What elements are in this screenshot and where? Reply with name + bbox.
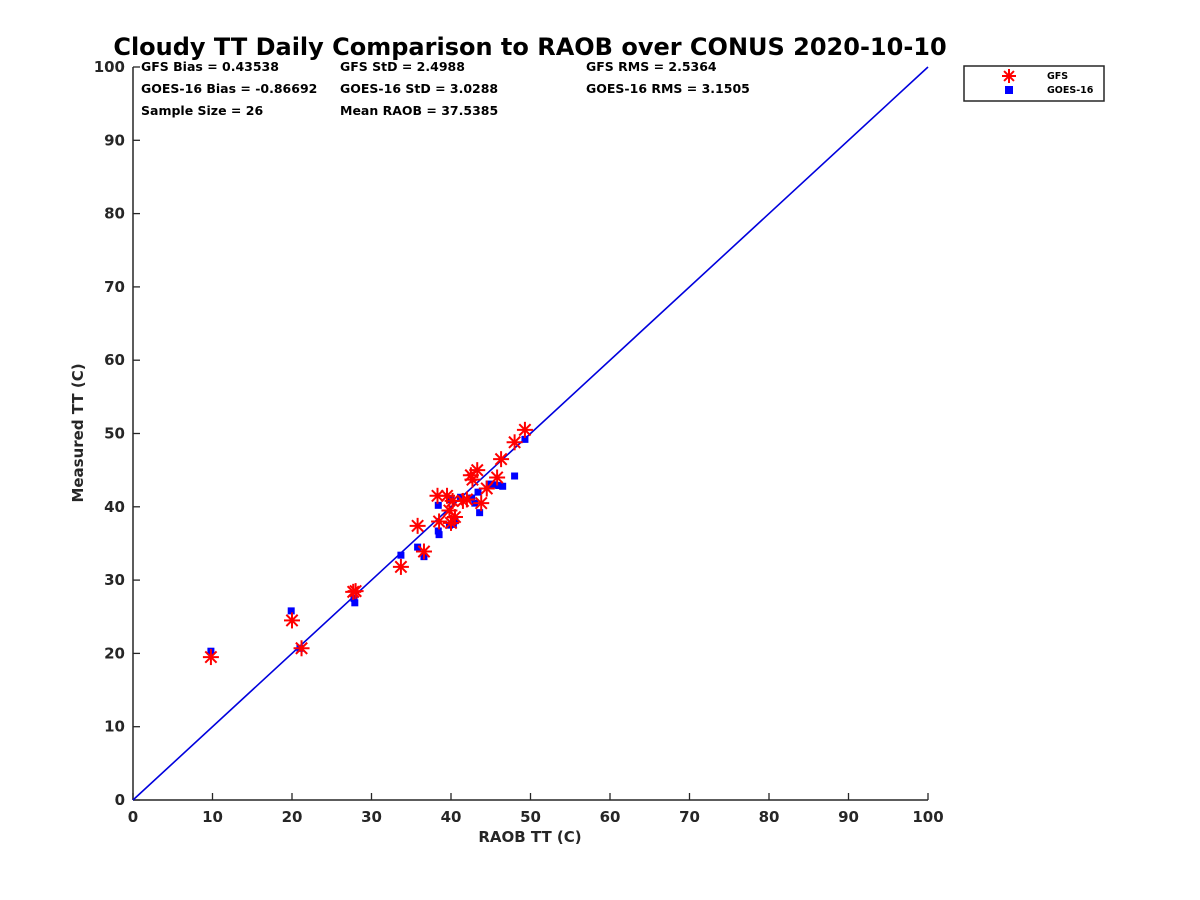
chart-title: Cloudy TT Daily Comparison to RAOB over … [113,33,946,61]
legend-label-goes: GOES-16 [1047,85,1094,96]
legend: GFS GOES-16 [963,65,1105,102]
goes16-point [495,482,503,490]
x-tick-label: 60 [600,808,621,826]
y-tick-label: 40 [104,498,125,516]
y-tick-label: 20 [104,644,125,662]
gfs-point [202,649,219,666]
goes16-point [434,501,442,509]
legend-box [963,65,1105,102]
goes16-point [351,599,359,607]
goes16-point [468,494,476,502]
x-tick-label: 10 [202,808,223,826]
goes16-point [414,543,422,551]
goes16-point [434,527,442,535]
x-tick-label: 70 [679,808,700,826]
stat-goes-std: GOES-16 StD = 3.0288 [340,81,498,96]
data-points [202,421,533,666]
y-tick-label: 10 [104,718,125,736]
gfs-point [443,514,459,531]
gfs-point [347,583,364,600]
one-to-one-line [132,66,929,801]
goes16-point [499,482,507,490]
gfs-point [284,612,300,629]
gfs-point [478,480,495,497]
x-tick-label: 30 [361,808,382,826]
y-tick-label: 100 [94,58,125,76]
reference-line-group [132,66,929,801]
gfs-point [458,491,475,508]
y-tick-label: 90 [104,131,125,149]
x-tick-label: 20 [282,808,303,826]
x-tick-label: 40 [441,808,462,826]
gfs-point [415,543,432,560]
goes16-point [476,509,484,517]
stat-gfs-bias: GFS Bias = 0.43538 [141,59,279,74]
gfs-point [516,421,533,438]
legend-marker-gfs [1002,69,1016,83]
y-tick-label: 50 [104,425,125,443]
goes16-point [397,551,405,559]
stat-mean-raob: Mean RAOB = 37.5385 [340,103,498,118]
stat-sample-size: Sample Size = 26 [141,103,263,118]
axis-ticks: 0 10 20 30 40 50 60 70 80 90 100 0 10 20 30 40 50 60 70 80 9… [94,58,944,826]
y-tick-label: 60 [104,351,125,369]
gfs-point [293,640,310,657]
goes16-point [485,480,493,488]
y-tick-label: 80 [104,205,125,223]
gfs-point [392,558,409,575]
goes16-point [511,472,519,480]
x-tick-label: 90 [838,808,859,826]
goes16-point [435,531,443,539]
gfs-point [409,517,426,534]
gfs-point [489,469,506,486]
x-tick-label: 80 [759,808,780,826]
stat-gfs-rms: GFS RMS = 2.5364 [586,59,717,74]
legend-label-gfs: GFS [1047,71,1068,82]
gfs-point [469,462,486,479]
stat-gfs-std: GFS StD = 2.4988 [340,59,465,74]
gfs-point [506,434,523,451]
gfs-point [431,513,448,530]
y-axis-label: Measured TT (C) [69,363,87,502]
y-tick-label: 30 [104,571,125,589]
x-tick-label: 100 [912,808,943,826]
goes16-point [474,488,482,496]
goes16-point [287,607,295,615]
x-tick-label: 0 [128,808,138,826]
legend-gfs-asterisk [1002,69,1016,83]
gfs-point [493,451,510,468]
legend-marker-goes [1005,86,1013,94]
goes16-point [521,435,529,443]
y-tick-label: 0 [115,791,125,809]
x-axis-label: RAOB TT (C) [478,828,581,846]
stat-goes-rms: GOES-16 RMS = 3.1505 [586,81,750,96]
stat-goes-bias: GOES-16 Bias = -0.86692 [141,81,317,96]
x-tick-label: 50 [520,808,541,826]
y-tick-label: 70 [104,278,125,296]
goes16-point [491,481,499,489]
gfs-point [473,495,490,512]
